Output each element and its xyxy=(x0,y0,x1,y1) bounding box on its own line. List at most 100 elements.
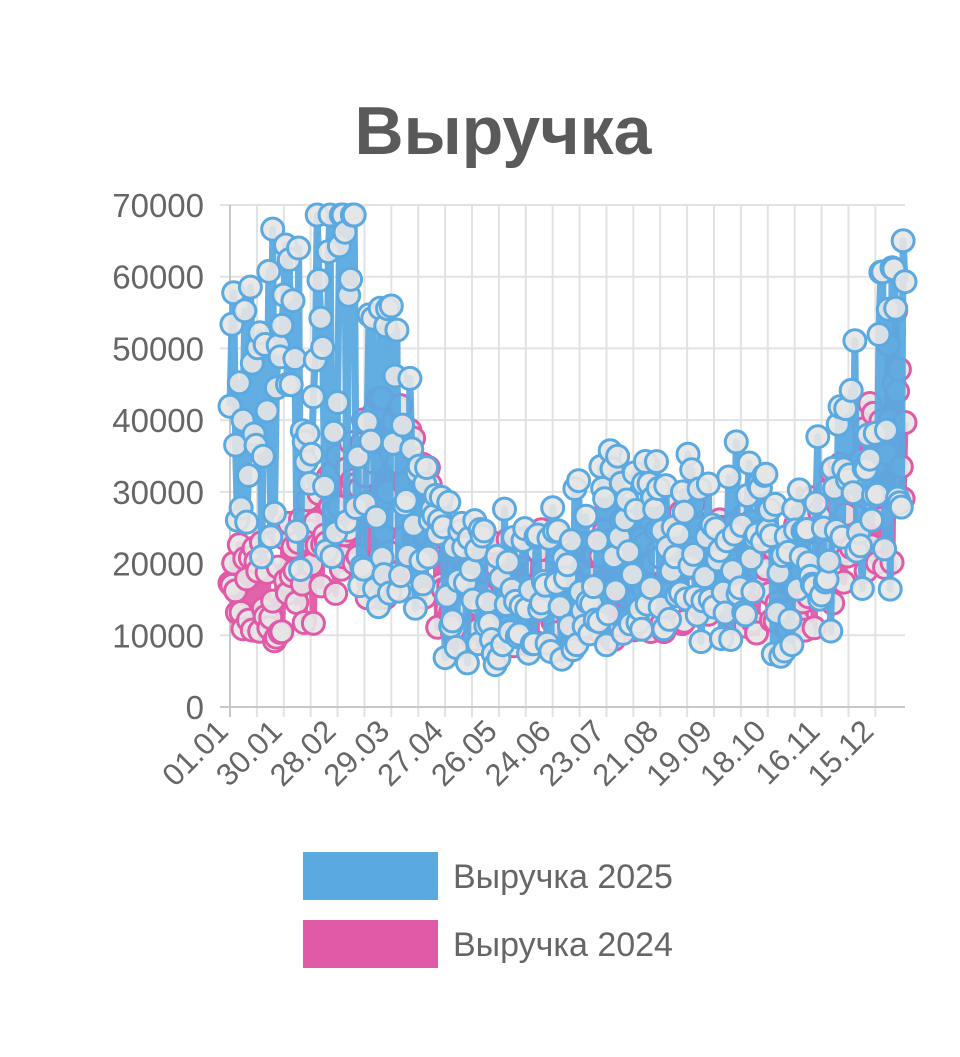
data-point[interactable] xyxy=(777,607,803,633)
data-point[interactable] xyxy=(688,629,714,655)
data-point[interactable] xyxy=(414,455,440,480)
data-point[interactable] xyxy=(410,571,436,597)
data-point[interactable] xyxy=(295,421,321,447)
data-point[interactable] xyxy=(805,424,831,450)
data-point[interactable] xyxy=(818,618,844,644)
data-point[interactable] xyxy=(657,606,682,632)
data-point[interactable] xyxy=(555,552,580,578)
legend-label[interactable]: Выручка 2025 xyxy=(453,858,673,896)
data-point[interactable] xyxy=(857,446,883,472)
data-point[interactable] xyxy=(666,521,692,547)
data-point[interactable] xyxy=(254,398,280,424)
data-point[interactable] xyxy=(605,443,631,469)
data-point[interactable] xyxy=(286,235,312,261)
data-point[interactable] xyxy=(595,601,621,627)
data-point[interactable] xyxy=(250,443,276,469)
legend[interactable]: Выручка 2025 Выручка 2024 xyxy=(303,852,673,968)
data-point[interactable] xyxy=(848,533,873,559)
legend-label[interactable]: Выручка 2024 xyxy=(453,926,673,964)
data-point[interactable] xyxy=(859,507,885,533)
data-point[interactable] xyxy=(454,650,480,676)
data-point[interactable] xyxy=(638,575,664,601)
data-point[interactable] xyxy=(402,595,428,621)
data-point[interactable] xyxy=(753,461,779,487)
data-point[interactable] xyxy=(319,544,345,570)
data-point[interactable] xyxy=(345,444,371,470)
data-point[interactable] xyxy=(849,576,875,601)
data-point[interactable] xyxy=(723,429,749,455)
data-point[interactable] xyxy=(558,528,584,554)
data-point[interactable] xyxy=(234,509,260,535)
data-point[interactable] xyxy=(619,562,645,588)
data-point[interactable] xyxy=(262,500,287,526)
data-point[interactable] xyxy=(397,365,423,391)
data-point[interactable] xyxy=(299,441,325,467)
data-point[interactable] xyxy=(692,564,718,590)
data-point[interactable] xyxy=(364,504,389,530)
data-point[interactable] xyxy=(237,274,263,300)
data-point[interactable] xyxy=(540,495,566,521)
data-point[interactable] xyxy=(681,541,707,567)
data-point[interactable] xyxy=(840,480,866,506)
data-point[interactable] xyxy=(716,464,742,490)
data-point[interactable] xyxy=(260,216,286,242)
data-point[interactable] xyxy=(321,419,347,445)
legend-swatch[interactable] xyxy=(303,852,438,900)
data-point[interactable] xyxy=(492,496,517,522)
data-point[interactable] xyxy=(838,377,864,403)
data-point[interactable] xyxy=(278,372,304,398)
data-point[interactable] xyxy=(415,544,441,570)
data-point[interactable] xyxy=(325,390,351,415)
data-point[interactable] xyxy=(892,269,918,295)
data-point[interactable] xyxy=(733,602,758,628)
data-point[interactable] xyxy=(358,428,384,454)
data-point[interactable] xyxy=(888,494,914,520)
data-point[interactable] xyxy=(877,576,903,602)
data-point[interactable] xyxy=(671,499,697,525)
data-point[interactable] xyxy=(232,298,258,324)
data-point[interactable] xyxy=(300,384,326,410)
data-point[interactable] xyxy=(249,544,274,570)
data-point[interactable] xyxy=(566,468,592,494)
data-point[interactable] xyxy=(280,288,306,314)
data-point[interactable] xyxy=(226,370,252,396)
data-point[interactable] xyxy=(642,496,668,522)
data-point[interactable] xyxy=(616,539,642,565)
data-point[interactable] xyxy=(779,632,805,658)
data-point[interactable] xyxy=(323,580,349,606)
data-point[interactable] xyxy=(256,258,282,284)
data-point[interactable] xyxy=(629,616,655,642)
data-point[interactable] xyxy=(258,524,284,550)
data-point[interactable] xyxy=(269,312,295,338)
data-point[interactable] xyxy=(718,627,744,652)
legend-swatch[interactable] xyxy=(303,920,438,968)
data-point[interactable] xyxy=(308,305,334,331)
data-point[interactable] xyxy=(644,449,669,475)
data-point[interactable] xyxy=(883,295,909,321)
data-point[interactable] xyxy=(864,481,890,507)
data-point[interactable] xyxy=(310,335,336,360)
data-point[interactable] xyxy=(890,228,916,254)
data-point[interactable] xyxy=(236,463,261,488)
data-point[interactable] xyxy=(269,619,295,645)
data-point[interactable] xyxy=(581,574,606,600)
data-point[interactable] xyxy=(471,518,497,544)
data-point[interactable] xyxy=(300,610,326,636)
data-point[interactable] xyxy=(390,412,415,438)
data-point[interactable] xyxy=(842,328,868,354)
data-point[interactable] xyxy=(440,608,465,634)
data-point[interactable] xyxy=(866,322,892,347)
data-point[interactable] xyxy=(284,518,310,544)
data-point[interactable] xyxy=(306,267,332,293)
data-point[interactable] xyxy=(695,471,721,497)
data-point[interactable] xyxy=(495,549,521,575)
data-point[interactable] xyxy=(378,293,404,319)
data-point[interactable] xyxy=(312,473,338,499)
data-point[interactable] xyxy=(593,632,619,658)
data-point[interactable] xyxy=(803,490,829,516)
data-point[interactable] xyxy=(786,477,812,503)
data-point[interactable] xyxy=(816,548,842,574)
data-point[interactable] xyxy=(393,488,419,513)
data-point[interactable] xyxy=(603,578,629,604)
data-point[interactable] xyxy=(282,346,308,372)
